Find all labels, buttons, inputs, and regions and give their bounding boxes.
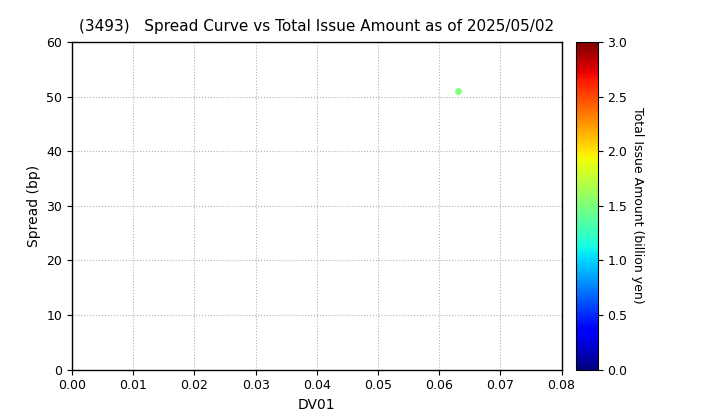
Title: (3493)   Spread Curve vs Total Issue Amount as of 2025/05/02: (3493) Spread Curve vs Total Issue Amoun… <box>79 19 554 34</box>
Y-axis label: Total Issue Amount (billion yen): Total Issue Amount (billion yen) <box>631 108 644 304</box>
Y-axis label: Spread (bp): Spread (bp) <box>27 165 41 247</box>
Point <box>452 88 464 94</box>
X-axis label: DV01: DV01 <box>298 398 336 412</box>
